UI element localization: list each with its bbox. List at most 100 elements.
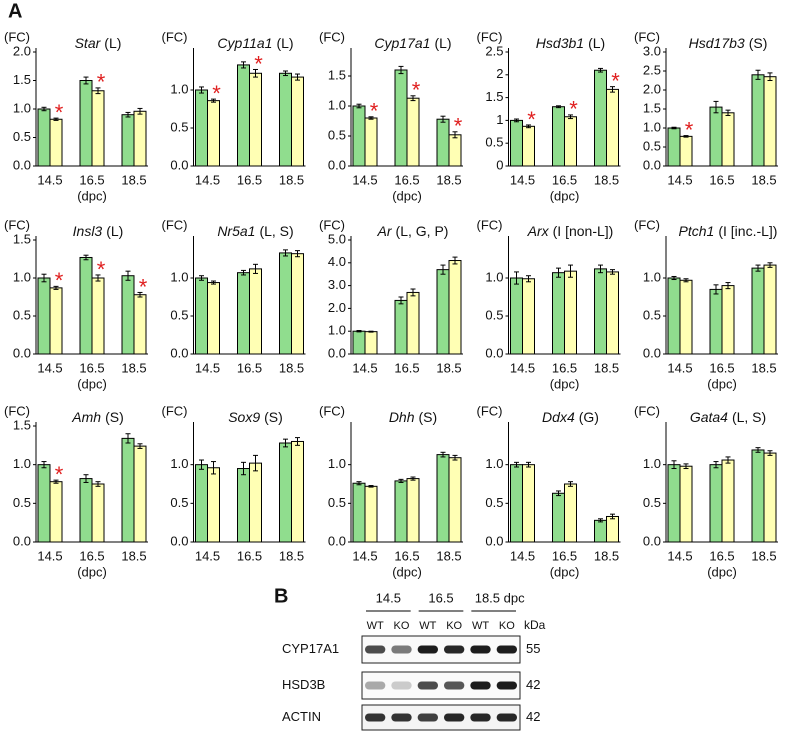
x-tick-label: 14.5 bbox=[667, 548, 692, 563]
error-bar bbox=[53, 285, 59, 290]
x-tick-label: 14.5 bbox=[352, 172, 377, 187]
significance-marker: * bbox=[55, 100, 64, 125]
unit-label: kDa bbox=[524, 618, 546, 632]
chart-title: Dhh (S) bbox=[389, 409, 437, 425]
bar bbox=[291, 76, 304, 167]
bar bbox=[195, 464, 208, 543]
chart-subtitle: (L) bbox=[276, 35, 293, 51]
blot-band bbox=[470, 681, 491, 690]
lane-label: KO bbox=[499, 620, 515, 632]
y-tick-label: 1.0 bbox=[643, 119, 661, 134]
bar bbox=[207, 100, 220, 167]
y-tick-label: 0.5 bbox=[13, 307, 31, 322]
bar bbox=[352, 482, 366, 543]
x-tick-label: 16.5 bbox=[237, 172, 262, 187]
bar bbox=[709, 464, 723, 543]
bar bbox=[79, 256, 93, 355]
error-bar bbox=[368, 330, 374, 333]
error-bar bbox=[767, 72, 773, 81]
bar bbox=[279, 442, 292, 543]
error-bar bbox=[725, 282, 731, 290]
bar bbox=[667, 277, 681, 355]
bar bbox=[195, 89, 208, 167]
y-axis-label: (FC) bbox=[4, 29, 30, 44]
timepoint-label: 16.5 bbox=[428, 590, 453, 605]
y-tick-label: 1.0 bbox=[328, 456, 346, 471]
chart-title: Hsd3b1 (L) bbox=[536, 35, 605, 51]
y-tick-label: 0.0 bbox=[643, 533, 661, 548]
error-bar bbox=[241, 461, 246, 476]
x-axis-label: (dpc) bbox=[392, 188, 422, 203]
y-tick-label: 2.0 bbox=[643, 81, 661, 96]
bar bbox=[667, 464, 681, 543]
bar bbox=[522, 278, 535, 355]
bar bbox=[552, 492, 565, 543]
bar bbox=[195, 277, 208, 355]
bar bbox=[133, 445, 147, 543]
blot-band bbox=[391, 681, 412, 690]
y-tick-label: 1.0 bbox=[328, 323, 346, 338]
error-bar bbox=[283, 249, 288, 257]
bar bbox=[49, 287, 63, 355]
error-bar bbox=[53, 117, 59, 121]
significance-marker: * bbox=[212, 81, 221, 106]
x-tick-label: 18.5 bbox=[751, 360, 776, 375]
bar bbox=[522, 125, 535, 167]
y-tick-label: 1.0 bbox=[170, 456, 188, 471]
y-tick-label: 0.0 bbox=[13, 157, 31, 172]
y-tick-label: 0.0 bbox=[328, 345, 346, 360]
x-axis-label: (dpc) bbox=[707, 564, 737, 579]
bar bbox=[763, 264, 777, 355]
chart-subtitle: (S) bbox=[105, 409, 124, 425]
error-bar bbox=[211, 280, 216, 285]
error-bar bbox=[295, 437, 300, 446]
error-bar bbox=[41, 461, 47, 469]
gene-name: Sox9 bbox=[228, 409, 260, 425]
bar bbox=[564, 116, 577, 167]
y-axis-label: (FC) bbox=[634, 403, 660, 418]
y-tick-label: 0.0 bbox=[485, 345, 503, 360]
bar bbox=[552, 272, 565, 355]
error-bar bbox=[83, 254, 89, 261]
gene-name: Insl3 bbox=[73, 223, 103, 239]
protein-label: CYP17A1 bbox=[282, 641, 339, 656]
y-axis-label: (FC) bbox=[4, 217, 30, 232]
error-bar bbox=[398, 65, 404, 75]
significance-marker: * bbox=[685, 117, 694, 142]
x-tick-label: 16.5 bbox=[552, 172, 577, 187]
y-tick-label: 1.5 bbox=[643, 100, 661, 115]
bar bbox=[679, 465, 693, 543]
bar bbox=[37, 464, 51, 543]
error-bar bbox=[283, 70, 288, 77]
error-bar bbox=[556, 105, 561, 109]
gene-name: Dhh bbox=[389, 409, 415, 425]
bar bbox=[37, 277, 51, 355]
chart-title: Ar (L, G, P) bbox=[377, 223, 449, 239]
bar bbox=[249, 462, 262, 543]
y-tick-label: 0.0 bbox=[485, 533, 503, 548]
lane-label: WT bbox=[419, 620, 436, 632]
blot-frame bbox=[361, 671, 521, 700]
error-bar bbox=[125, 270, 131, 281]
bar bbox=[436, 118, 450, 167]
bar bbox=[91, 483, 105, 543]
significance-marker: * bbox=[611, 68, 620, 93]
error-bar bbox=[283, 438, 288, 448]
error-bar bbox=[356, 481, 362, 486]
error-bar bbox=[410, 288, 416, 297]
blot-band bbox=[444, 681, 465, 690]
error-bar bbox=[253, 454, 258, 472]
bar bbox=[121, 437, 135, 543]
x-tick-label: 16.5 bbox=[709, 360, 734, 375]
x-tick-label: 14.5 bbox=[195, 360, 220, 375]
error-bar bbox=[137, 443, 143, 449]
x-tick-label: 14.5 bbox=[510, 360, 535, 375]
bar bbox=[279, 252, 292, 355]
gene-name: Arx bbox=[527, 223, 550, 239]
bar bbox=[679, 279, 693, 355]
error-bar bbox=[356, 330, 362, 333]
y-tick-label: 1.5 bbox=[13, 72, 31, 87]
x-tick-label: 18.5 bbox=[279, 548, 304, 563]
y-tick-label: 2.5 bbox=[485, 43, 503, 58]
